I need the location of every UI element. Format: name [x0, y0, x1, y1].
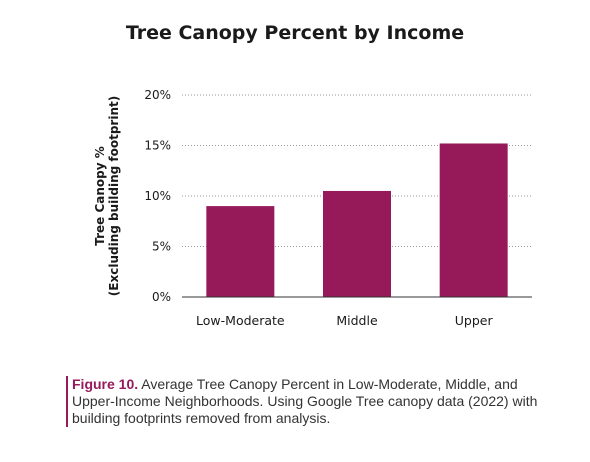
y-axis-label-line-1: Tree Canopy % [93, 146, 107, 246]
x-tick-label: Middle [336, 313, 378, 328]
y-tick-label: 20% [144, 88, 171, 102]
y-axis-label: Tree Canopy % (Excluding building footpr… [93, 96, 121, 296]
bar-chart: 0% 5% 10% 15% 20% Low-Moderate Middle Upper Tr… [93, 88, 532, 328]
caption-text: Average Tree Canopy Percent in Low-Moder… [72, 376, 538, 426]
x-tick-labels: Low-Moderate Middle Upper [196, 313, 493, 328]
bars [206, 143, 508, 297]
y-tick-labels: 0% 5% 10% 15% 20% [144, 88, 171, 304]
bar [323, 190, 391, 297]
y-tick-label: 0% [152, 290, 171, 304]
x-tick-label: Upper [455, 313, 494, 328]
figure-caption: Figure 10. Average Tree Canopy Percent i… [66, 376, 542, 427]
y-tick-label: 5% [152, 240, 171, 254]
y-tick-label: 15% [144, 139, 171, 153]
x-tick-label: Low-Moderate [196, 313, 285, 328]
chart-title: Tree Canopy Percent by Income [125, 22, 465, 44]
y-axis-label-line-2: (Excluding building footprint) [107, 96, 121, 296]
bar [439, 143, 508, 297]
bar [206, 206, 275, 297]
figure-label: Figure 10. [72, 376, 139, 392]
y-tick-label: 10% [144, 189, 171, 203]
